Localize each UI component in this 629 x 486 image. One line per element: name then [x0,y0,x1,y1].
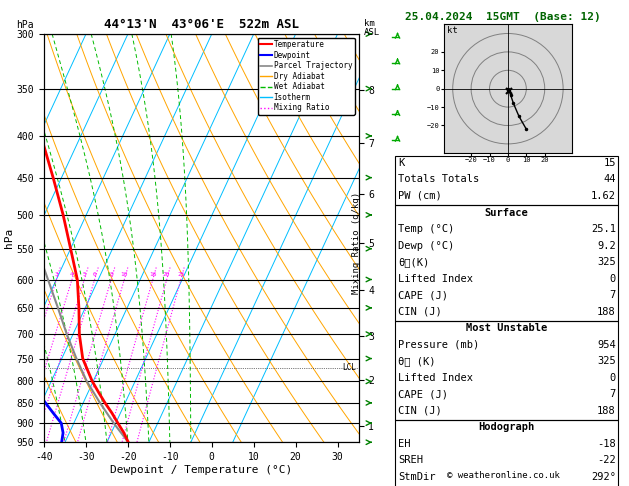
Text: 15: 15 [603,158,616,168]
Text: 188: 188 [597,406,616,416]
Text: Lifted Index: Lifted Index [398,373,473,383]
Text: 16: 16 [149,273,157,278]
Text: 8: 8 [109,273,113,278]
Text: CIN (J): CIN (J) [398,406,442,416]
Text: 3: 3 [55,273,58,278]
Text: 9.2: 9.2 [597,241,616,251]
Text: Temp (°C): Temp (°C) [398,224,454,234]
Text: 10: 10 [121,273,128,278]
Text: Most Unstable: Most Unstable [465,323,547,333]
Text: Dewp (°C): Dewp (°C) [398,241,454,251]
Text: Hodograph: Hodograph [478,422,535,433]
Text: PW (cm): PW (cm) [398,191,442,201]
Bar [395,156,618,205]
Text: LCL: LCL [343,364,357,372]
Text: θᴇ(K): θᴇ(K) [398,257,430,267]
Y-axis label: hPa: hPa [4,228,14,248]
Text: Pressure (mb): Pressure (mb) [398,340,479,350]
Text: 25: 25 [177,273,184,278]
Text: θᴇ (K): θᴇ (K) [398,356,436,366]
Text: 292°: 292° [591,472,616,482]
Text: 0: 0 [610,373,616,383]
Text: SREH: SREH [398,455,423,466]
Text: kt: kt [447,27,458,35]
Text: 7: 7 [610,290,616,300]
Text: CAPE (J): CAPE (J) [398,290,448,300]
Text: EH: EH [398,439,411,449]
Bar [395,321,618,420]
Text: K: K [398,158,404,168]
Text: 7: 7 [610,389,616,399]
Legend: Temperature, Dewpoint, Parcel Trajectory, Dry Adiabat, Wet Adiabat, Isotherm, Mi: Temperature, Dewpoint, Parcel Trajectory… [258,38,355,115]
Text: Mixing Ratio (g/kg): Mixing Ratio (g/kg) [352,192,361,294]
Text: Totals Totals: Totals Totals [398,174,479,185]
Text: 954: 954 [597,340,616,350]
Text: © weatheronline.co.uk: © weatheronline.co.uk [447,471,560,480]
Text: -22: -22 [597,455,616,466]
Text: 6: 6 [92,273,96,278]
Text: km
ASL: km ASL [364,19,380,37]
Text: StmDir: StmDir [398,472,436,482]
Text: 4: 4 [70,273,74,278]
Bar [395,420,618,486]
Text: 44: 44 [603,174,616,185]
Bar [395,205,618,321]
X-axis label: Dewpoint / Temperature (°C): Dewpoint / Temperature (°C) [110,465,292,475]
Text: 25.1: 25.1 [591,224,616,234]
Text: 325: 325 [597,257,616,267]
Text: 0: 0 [610,274,616,284]
Title: 44°13'N  43°06'E  522m ASL: 44°13'N 43°06'E 522m ASL [104,18,299,32]
Text: Surface: Surface [484,208,528,218]
Text: CIN (J): CIN (J) [398,307,442,317]
Text: 188: 188 [597,307,616,317]
Text: Lifted Index: Lifted Index [398,274,473,284]
Text: -18: -18 [597,439,616,449]
Text: hPa: hPa [16,20,33,30]
Text: 20: 20 [163,273,170,278]
Text: CAPE (J): CAPE (J) [398,389,448,399]
Text: 325: 325 [597,356,616,366]
Text: 1.62: 1.62 [591,191,616,201]
Text: 5: 5 [82,273,86,278]
Text: 25.04.2024  15GMT  (Base: 12): 25.04.2024 15GMT (Base: 12) [405,12,601,22]
